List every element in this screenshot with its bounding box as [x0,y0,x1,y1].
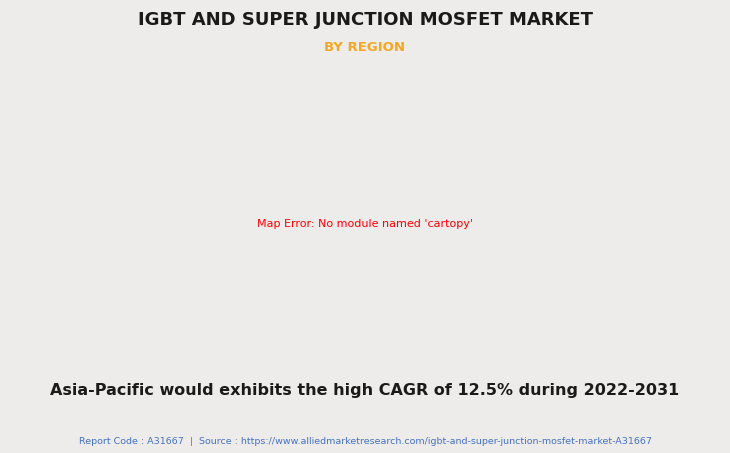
Text: Asia-Pacific would exhibits the high CAGR of 12.5% during 2022-2031: Asia-Pacific would exhibits the high CAG… [50,383,680,398]
Text: Report Code : A31667  |  Source : https://www.alliedmarketresearch.com/igbt-and-: Report Code : A31667 | Source : https://… [79,437,651,446]
Text: BY REGION: BY REGION [325,41,405,54]
Text: Map Error: No module named 'cartopy': Map Error: No module named 'cartopy' [257,219,473,229]
Text: IGBT AND SUPER JUNCTION MOSFET MARKET: IGBT AND SUPER JUNCTION MOSFET MARKET [137,11,593,29]
